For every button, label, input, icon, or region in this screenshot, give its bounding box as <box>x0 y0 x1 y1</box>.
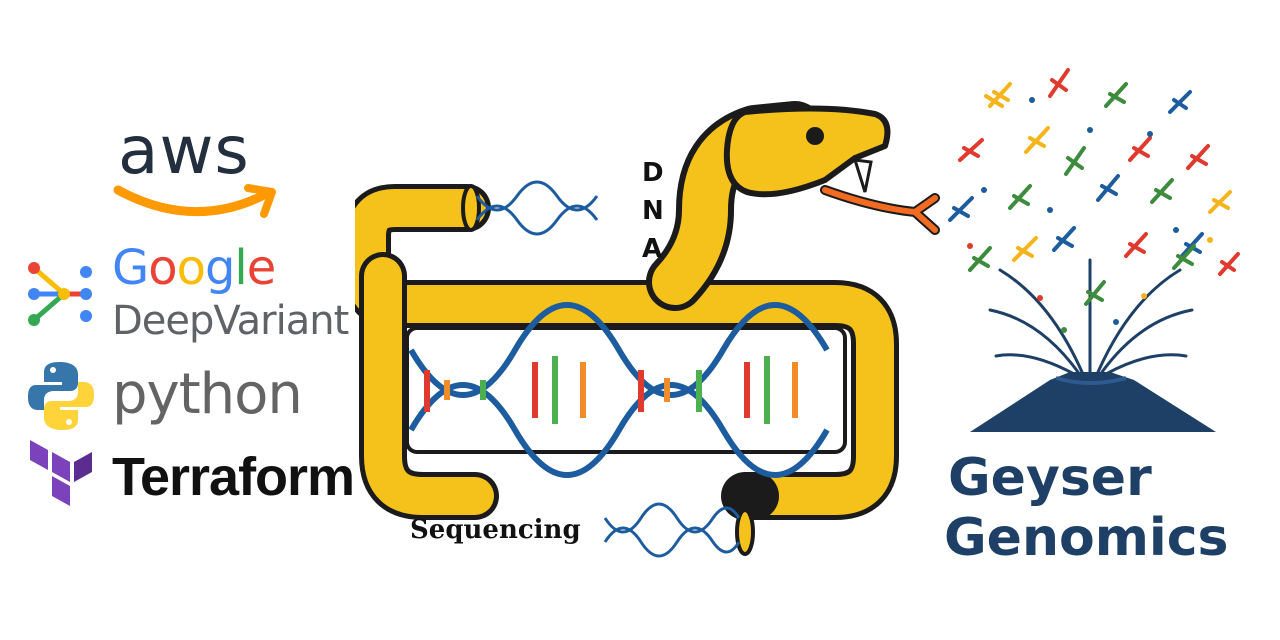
terraform-logo-icon <box>30 440 92 506</box>
python-logo-icon <box>28 362 94 430</box>
dna-letter-d: D <box>642 158 664 188</box>
dna-letter-a: A <box>642 234 663 264</box>
google-letter: G <box>112 240 149 296</box>
google-letter: l <box>234 240 247 296</box>
geyser-dna-illustration <box>948 68 1240 432</box>
google-letter: e <box>246 240 277 296</box>
google-wordmark: Google <box>112 240 277 296</box>
aws-logo-text: aws <box>118 112 250 189</box>
google-letter: g <box>204 240 235 296</box>
google-letter: o <box>176 240 206 296</box>
dna-letter-n: N <box>642 196 664 226</box>
python-wordmark: python <box>112 362 303 427</box>
terraform-wordmark: Terraform <box>112 447 355 507</box>
aws-smile-icon <box>113 184 276 218</box>
google-letter: o <box>148 240 177 296</box>
sequencing-label: Sequencing <box>410 515 581 545</box>
python-snake-dna-illustration <box>355 101 940 558</box>
brand-name-line1: Geyser <box>948 448 1152 508</box>
deepvariant-wordmark: DeepVariant <box>112 298 349 344</box>
brand-name-line2: Genomics <box>944 508 1229 568</box>
deepvariant-icon <box>28 262 92 326</box>
